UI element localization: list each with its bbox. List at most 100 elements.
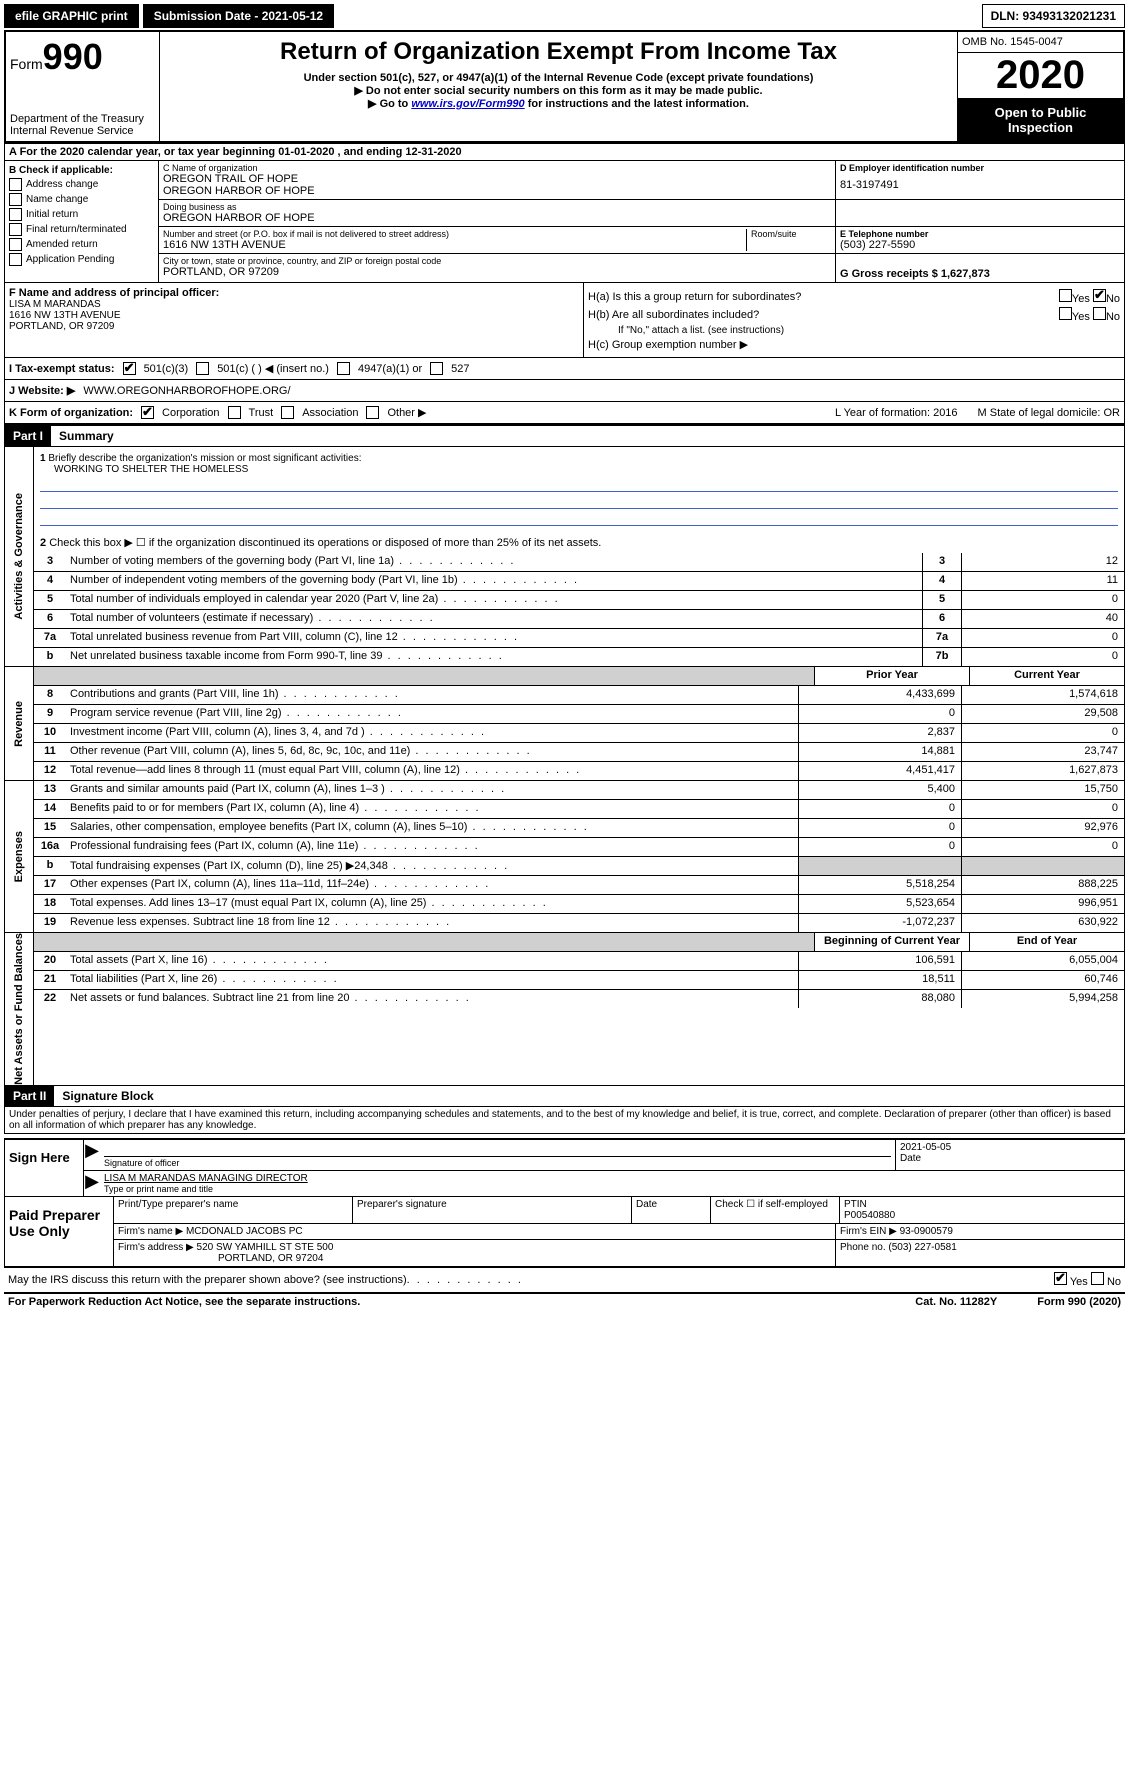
line-desc: Salaries, other compensation, employee b…: [66, 819, 798, 837]
line-val: 0: [961, 648, 1124, 666]
other-checkbox[interactable]: [366, 406, 379, 419]
hc-label: H(c) Group exemption number ▶: [588, 338, 1120, 351]
corp-checkbox[interactable]: [141, 406, 154, 419]
ein-value: 81-3197491: [840, 179, 1120, 191]
sig-arrow2-icon: ▶: [84, 1171, 100, 1196]
ha-no-checkbox[interactable]: [1093, 289, 1106, 302]
preparer-sig-header: Preparer's signature: [353, 1197, 632, 1223]
form-subtitle: Under section 501(c), 527, or 4947(a)(1)…: [166, 72, 951, 84]
final-return-checkbox[interactable]: [9, 223, 22, 236]
line-prior: [798, 857, 961, 875]
assoc-checkbox[interactable]: [281, 406, 294, 419]
name-change-checkbox[interactable]: [9, 193, 22, 206]
efile-button[interactable]: efile GRAPHIC print: [4, 4, 139, 28]
amended-return-checkbox[interactable]: [9, 238, 22, 251]
m-state-domicile: M State of legal domicile: OR: [978, 407, 1120, 419]
form-label: Form: [10, 56, 43, 72]
line-prior: 4,451,417: [798, 762, 961, 780]
501c3-checkbox[interactable]: [123, 362, 136, 375]
address-change-checkbox[interactable]: [9, 178, 22, 191]
section-a: A For the 2020 calendar year, or tax yea…: [4, 144, 1125, 161]
trust-checkbox[interactable]: [228, 406, 241, 419]
line-curr: 630,922: [961, 914, 1124, 932]
section-f: F Name and address of principal officer:…: [5, 283, 584, 357]
self-employed-label: Check ☐ if self-employed: [711, 1197, 840, 1223]
goto-pre: ▶ Go to: [368, 98, 411, 110]
form-version: Form 990 (2020): [1037, 1296, 1121, 1308]
initial-return-checkbox[interactable]: [9, 208, 22, 221]
line-num: 18: [34, 895, 66, 913]
dept-treasury: Department of the Treasury: [10, 113, 155, 125]
ha-yes-checkbox[interactable]: [1059, 289, 1072, 302]
line-val: 40: [961, 610, 1124, 628]
expenses-tab: Expenses: [5, 781, 34, 932]
line-num: 21: [34, 971, 66, 989]
officer-printed-name: LISA M MARANDAS MANAGING DIRECTOR: [104, 1173, 1120, 1184]
line-num: 15: [34, 819, 66, 837]
hb-yes-checkbox[interactable]: [1059, 307, 1072, 320]
line-num: 9: [34, 705, 66, 723]
hb-no-checkbox[interactable]: [1093, 307, 1106, 320]
line-num: 19: [34, 914, 66, 932]
final-return-label: Final return/terminated: [26, 224, 127, 235]
hb-note: If "No," attach a list. (see instruction…: [588, 325, 1120, 336]
phone-value: (503) 227-5590: [840, 239, 1120, 251]
line-curr: 888,225: [961, 876, 1124, 894]
mission-value: WORKING TO SHELTER THE HOMELESS: [40, 464, 248, 475]
firm-addr1: 520 SW YAMHILL ST STE 500: [197, 1242, 334, 1253]
527-checkbox[interactable]: [430, 362, 443, 375]
line-box: 6: [922, 610, 961, 628]
line-curr: 6,055,004: [961, 952, 1124, 970]
sig-arrow-icon: ▶: [84, 1140, 100, 1170]
line-num: 17: [34, 876, 66, 894]
room-label: Room/suite: [751, 229, 831, 239]
officer-addr2: PORTLAND, OR 97209: [9, 321, 579, 332]
name-change-label: Name change: [26, 194, 88, 205]
discuss-yes-checkbox[interactable]: [1054, 1272, 1067, 1285]
line-num: 16a: [34, 838, 66, 856]
other-label: Other ▶: [387, 406, 426, 419]
line-prior: 18,511: [798, 971, 961, 989]
part1-title: Summary: [51, 426, 122, 446]
line-desc: Total number of individuals employed in …: [66, 591, 922, 609]
irs-link[interactable]: www.irs.gov/Form990: [411, 98, 524, 110]
4947-checkbox[interactable]: [337, 362, 350, 375]
section-h: H(a) Is this a group return for subordin…: [584, 283, 1124, 357]
501c3-label: 501(c)(3): [144, 363, 189, 375]
line-curr: 92,976: [961, 819, 1124, 837]
line-desc: Program service revenue (Part VIII, line…: [66, 705, 798, 723]
line-box: 4: [922, 572, 961, 590]
discuss-no-checkbox[interactable]: [1091, 1272, 1104, 1285]
amended-return-label: Amended return: [26, 239, 98, 250]
line-curr: 29,508: [961, 705, 1124, 723]
org-name-1: OREGON TRAIL OF HOPE: [163, 173, 831, 185]
address-label: Number and street (or P.O. box if mail i…: [163, 229, 746, 239]
line-curr: 0: [961, 724, 1124, 742]
cat-number: Cat. No. 11282Y: [915, 1296, 997, 1308]
ptin-label: PTIN: [844, 1199, 1120, 1210]
line-box: 3: [922, 553, 961, 571]
dots: [407, 1274, 523, 1286]
line-num: 8: [34, 686, 66, 704]
line-desc: Grants and similar amounts paid (Part IX…: [66, 781, 798, 799]
prior-year-header: Prior Year: [814, 667, 969, 685]
address-change-label: Address change: [26, 179, 98, 190]
app-pending-checkbox[interactable]: [9, 253, 22, 266]
preparer-name-header: Print/Type preparer's name: [114, 1197, 353, 1223]
revenue-tab: Revenue: [5, 667, 34, 780]
d-ein-label: D Employer identification number: [840, 163, 1120, 173]
end-year-header: End of Year: [969, 933, 1124, 951]
firm-ein: Firm's EIN ▶ 93-0900579: [836, 1224, 1124, 1239]
line-box: 7a: [922, 629, 961, 647]
k-label: K Form of organization:: [9, 407, 133, 419]
line-prior: 5,523,654: [798, 895, 961, 913]
line-curr: 5,994,258: [961, 990, 1124, 1008]
501c-checkbox[interactable]: [196, 362, 209, 375]
gross-receipts: G Gross receipts $ 1,627,873: [840, 268, 1120, 280]
line-curr: 0: [961, 838, 1124, 856]
line-num: 14: [34, 800, 66, 818]
line-desc: Contributions and grants (Part VIII, lin…: [66, 686, 798, 704]
line2-text: Check this box ▶ ☐ if the organization d…: [49, 537, 601, 549]
trust-label: Trust: [249, 407, 274, 419]
line-desc: Investment income (Part VIII, column (A)…: [66, 724, 798, 742]
